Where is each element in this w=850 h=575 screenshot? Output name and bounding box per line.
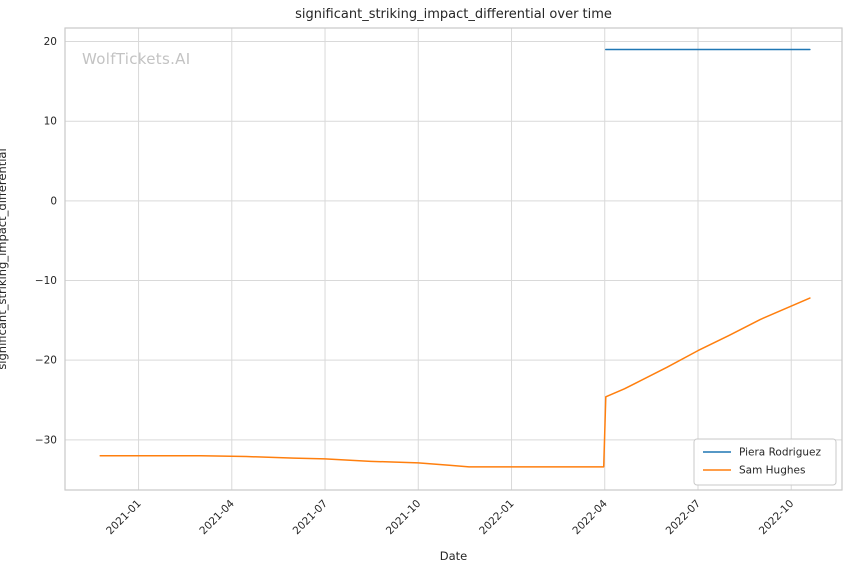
legend-label-piera-rodriguez: Piera Rodriguez (739, 447, 821, 459)
y-tick-label: −30 (35, 434, 57, 446)
x-tick-label: 2021-10 (384, 498, 424, 538)
plot-area (65, 28, 842, 490)
series-line-sam-hughes (99, 297, 811, 468)
x-tick-label: 2022-10 (757, 498, 797, 538)
y-tick-label: 20 (44, 36, 57, 48)
legend-label-sam-hughes: Sam Hughes (739, 465, 805, 477)
y-tick-label: −20 (35, 355, 57, 367)
x-axis-label: Date (439, 549, 468, 563)
y-axis-label: significant_striking_impact_differential (0, 148, 9, 370)
legend-box (693, 438, 837, 486)
x-tick-label: 2021-01 (104, 498, 144, 538)
chart-title: significant_striking_impact_differential… (295, 7, 612, 22)
y-tick-label: 0 (50, 195, 57, 207)
y-tick-label: 10 (44, 116, 57, 128)
x-tick-label: 2021-04 (197, 497, 237, 537)
x-tick-label: 2022-04 (570, 497, 610, 537)
x-tick-label: 2022-01 (477, 498, 517, 538)
x-tick-label: 2022-07 (664, 498, 704, 538)
y-tick-label: −10 (35, 275, 57, 287)
x-tick-label: 2021-07 (291, 498, 331, 538)
legend: Piera Rodriguez Sam Hughes (693, 438, 837, 486)
plot-border (64, 27, 843, 491)
watermark: WolfTickets.AI (82, 50, 191, 68)
